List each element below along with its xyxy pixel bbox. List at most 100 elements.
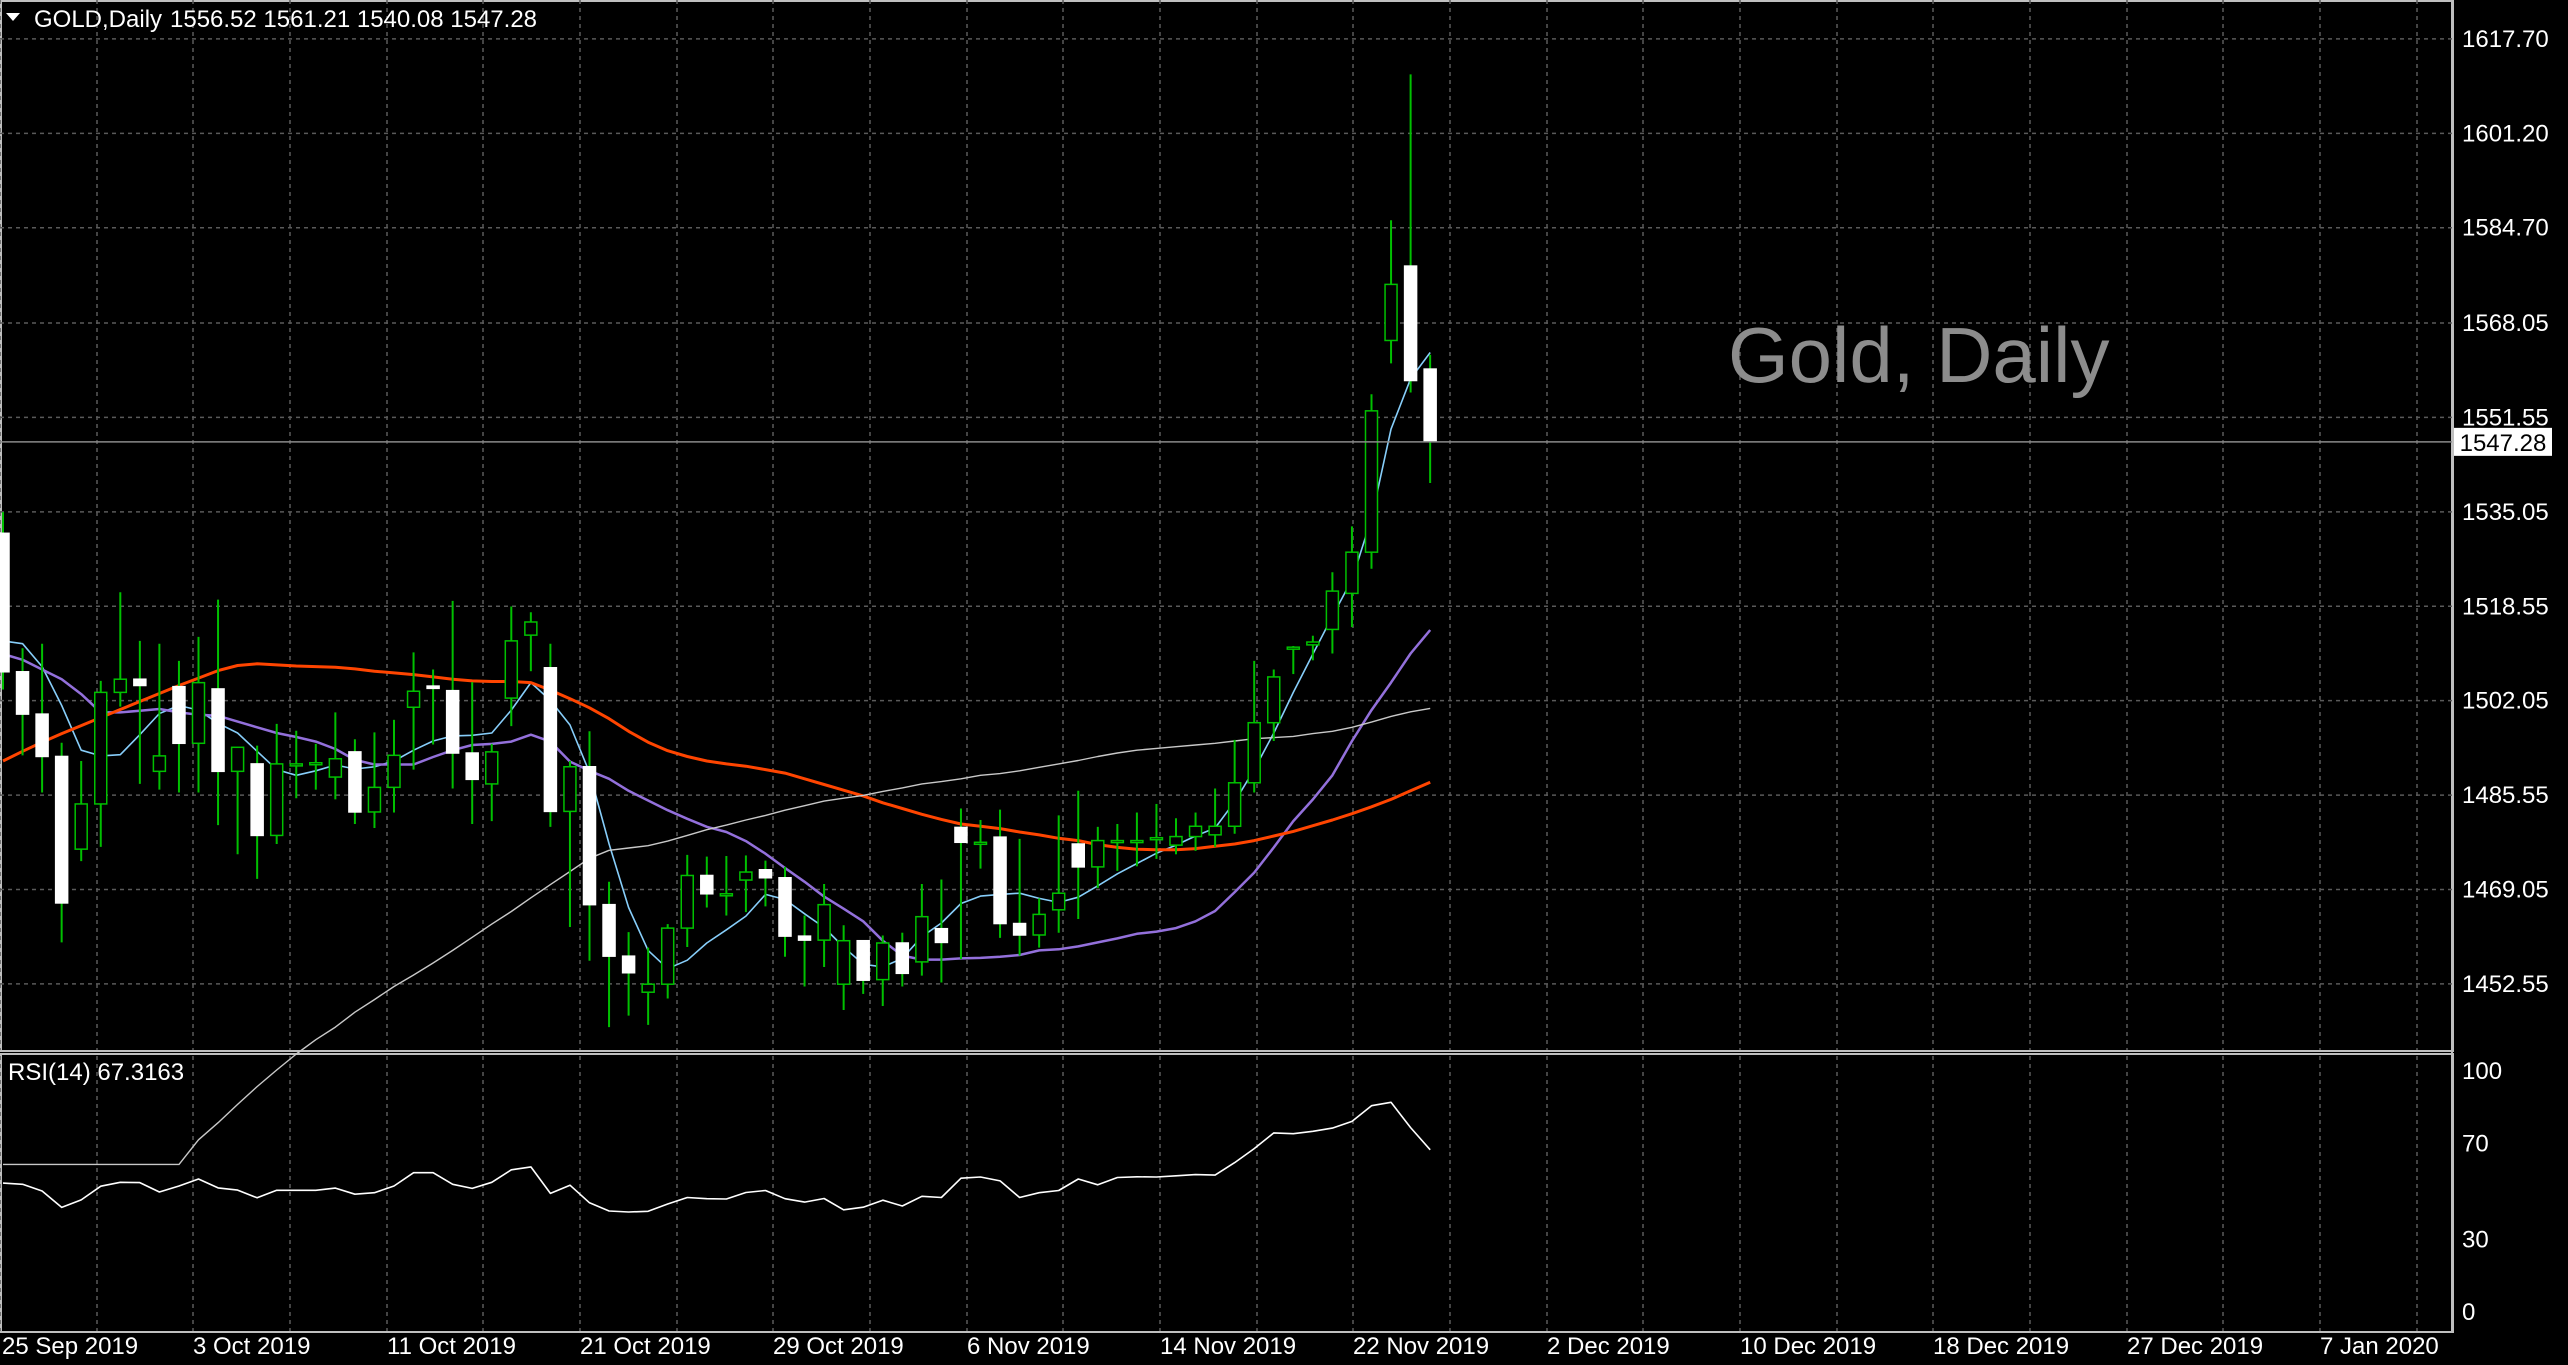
candle-body	[1384, 283, 1398, 342]
candle	[191, 636, 206, 793]
candle	[485, 743, 499, 822]
candle	[1345, 526, 1359, 628]
candle	[113, 592, 128, 707]
date-tick-label: 10 Dec 2019	[1740, 1333, 1876, 1360]
candle	[895, 932, 910, 987]
candle-body	[250, 763, 264, 837]
candle	[836, 925, 851, 1010]
candle-body	[269, 763, 284, 837]
candle-body	[1286, 646, 1301, 650]
candle	[426, 669, 440, 745]
date-tick-label: 25 Sep 2019	[2, 1333, 138, 1360]
candle	[1247, 660, 1261, 793]
candle-body	[406, 690, 421, 708]
moving-average-line	[2, 662, 1431, 852]
candle-body	[230, 746, 245, 773]
candle	[1012, 838, 1027, 956]
candle-body	[485, 751, 499, 785]
candle	[1130, 812, 1144, 867]
candle	[778, 866, 792, 957]
candle	[35, 643, 49, 793]
candle	[348, 739, 362, 824]
date-tick-label: 21 Oct 2019	[580, 1333, 711, 1360]
candle	[1051, 815, 1066, 933]
candle	[1188, 812, 1203, 851]
candle	[1286, 646, 1301, 675]
price-axis: 1617.70 1601.20 1584.70 1568.05 1551.55 …	[2462, 26, 2549, 998]
candle-body	[15, 671, 30, 715]
date-tick-label: 27 Dec 2019	[2127, 1333, 2263, 1360]
price-tick-label: 1502.05	[2462, 688, 2549, 715]
candle	[172, 660, 186, 793]
candle-body	[1306, 641, 1320, 646]
candle-body	[621, 955, 636, 974]
candle-body	[876, 942, 890, 981]
candle	[797, 915, 812, 987]
candle-body	[719, 893, 734, 897]
collapse-triangle-icon[interactable]	[6, 13, 20, 21]
candle-body	[367, 786, 382, 813]
rsi-level-label: 0	[2462, 1299, 2475, 1326]
candle	[1384, 220, 1398, 364]
candle-body	[915, 915, 929, 963]
candle-body	[35, 713, 49, 758]
date-tick-label: 22 Nov 2019	[1353, 1333, 1489, 1360]
candle	[739, 855, 753, 913]
rsi-label: RSI(14) 67.3163	[8, 1059, 184, 1086]
candle	[269, 723, 284, 845]
candle	[1071, 790, 1085, 919]
candle	[876, 935, 890, 1006]
candle	[406, 652, 421, 770]
rsi-level-label: 30	[2462, 1227, 2489, 1254]
candle-body	[895, 942, 910, 975]
candle-body	[1091, 839, 1105, 868]
candle-body	[211, 688, 225, 773]
candle-body	[152, 755, 167, 773]
candle-body	[836, 939, 851, 985]
candle	[309, 743, 323, 790]
candle-body	[1149, 836, 1164, 841]
candle-body	[426, 685, 440, 690]
candle-body	[348, 751, 362, 813]
candle-body	[934, 927, 949, 944]
date-tick-label: 7 Jan 2020	[2320, 1333, 2439, 1360]
rsi-series	[2, 1101, 1431, 1213]
candle-body	[700, 874, 714, 895]
candle	[15, 648, 30, 756]
candle-body	[1071, 843, 1085, 868]
candle	[74, 761, 88, 862]
chart-watermark: Gold, Daily	[1728, 311, 2109, 399]
candle-body	[1403, 265, 1418, 382]
candle-body	[543, 667, 558, 813]
candle	[621, 932, 636, 1016]
candle-body	[113, 678, 128, 694]
candle-body	[1130, 839, 1144, 844]
moving-averages	[2, 352, 1432, 1166]
candle-body	[1227, 782, 1242, 828]
candle	[250, 745, 264, 879]
moving-average-line	[2, 629, 1432, 961]
candle-body	[328, 757, 343, 778]
candle-body	[660, 927, 675, 985]
current-price-box	[2454, 427, 2552, 456]
candle-body	[1423, 368, 1437, 443]
candle	[700, 856, 714, 908]
candle-body	[74, 803, 88, 850]
candle-body	[387, 754, 401, 789]
candle-body	[289, 763, 303, 767]
candle-body	[504, 640, 519, 699]
candle	[1110, 823, 1125, 871]
candle-body	[680, 874, 694, 929]
candle	[0, 512, 10, 690]
candle	[1169, 818, 1183, 855]
candle	[465, 682, 479, 824]
candle-body	[1325, 590, 1340, 631]
date-tick-label: 29 Oct 2019	[773, 1333, 904, 1360]
candle	[152, 643, 167, 790]
date-tick-label: 18 Dec 2019	[1933, 1333, 2069, 1360]
price-tick-label: 1601.20	[2462, 120, 2549, 147]
candle	[524, 612, 538, 672]
candle-body	[54, 755, 69, 904]
grid	[0, 0, 2452, 1331]
